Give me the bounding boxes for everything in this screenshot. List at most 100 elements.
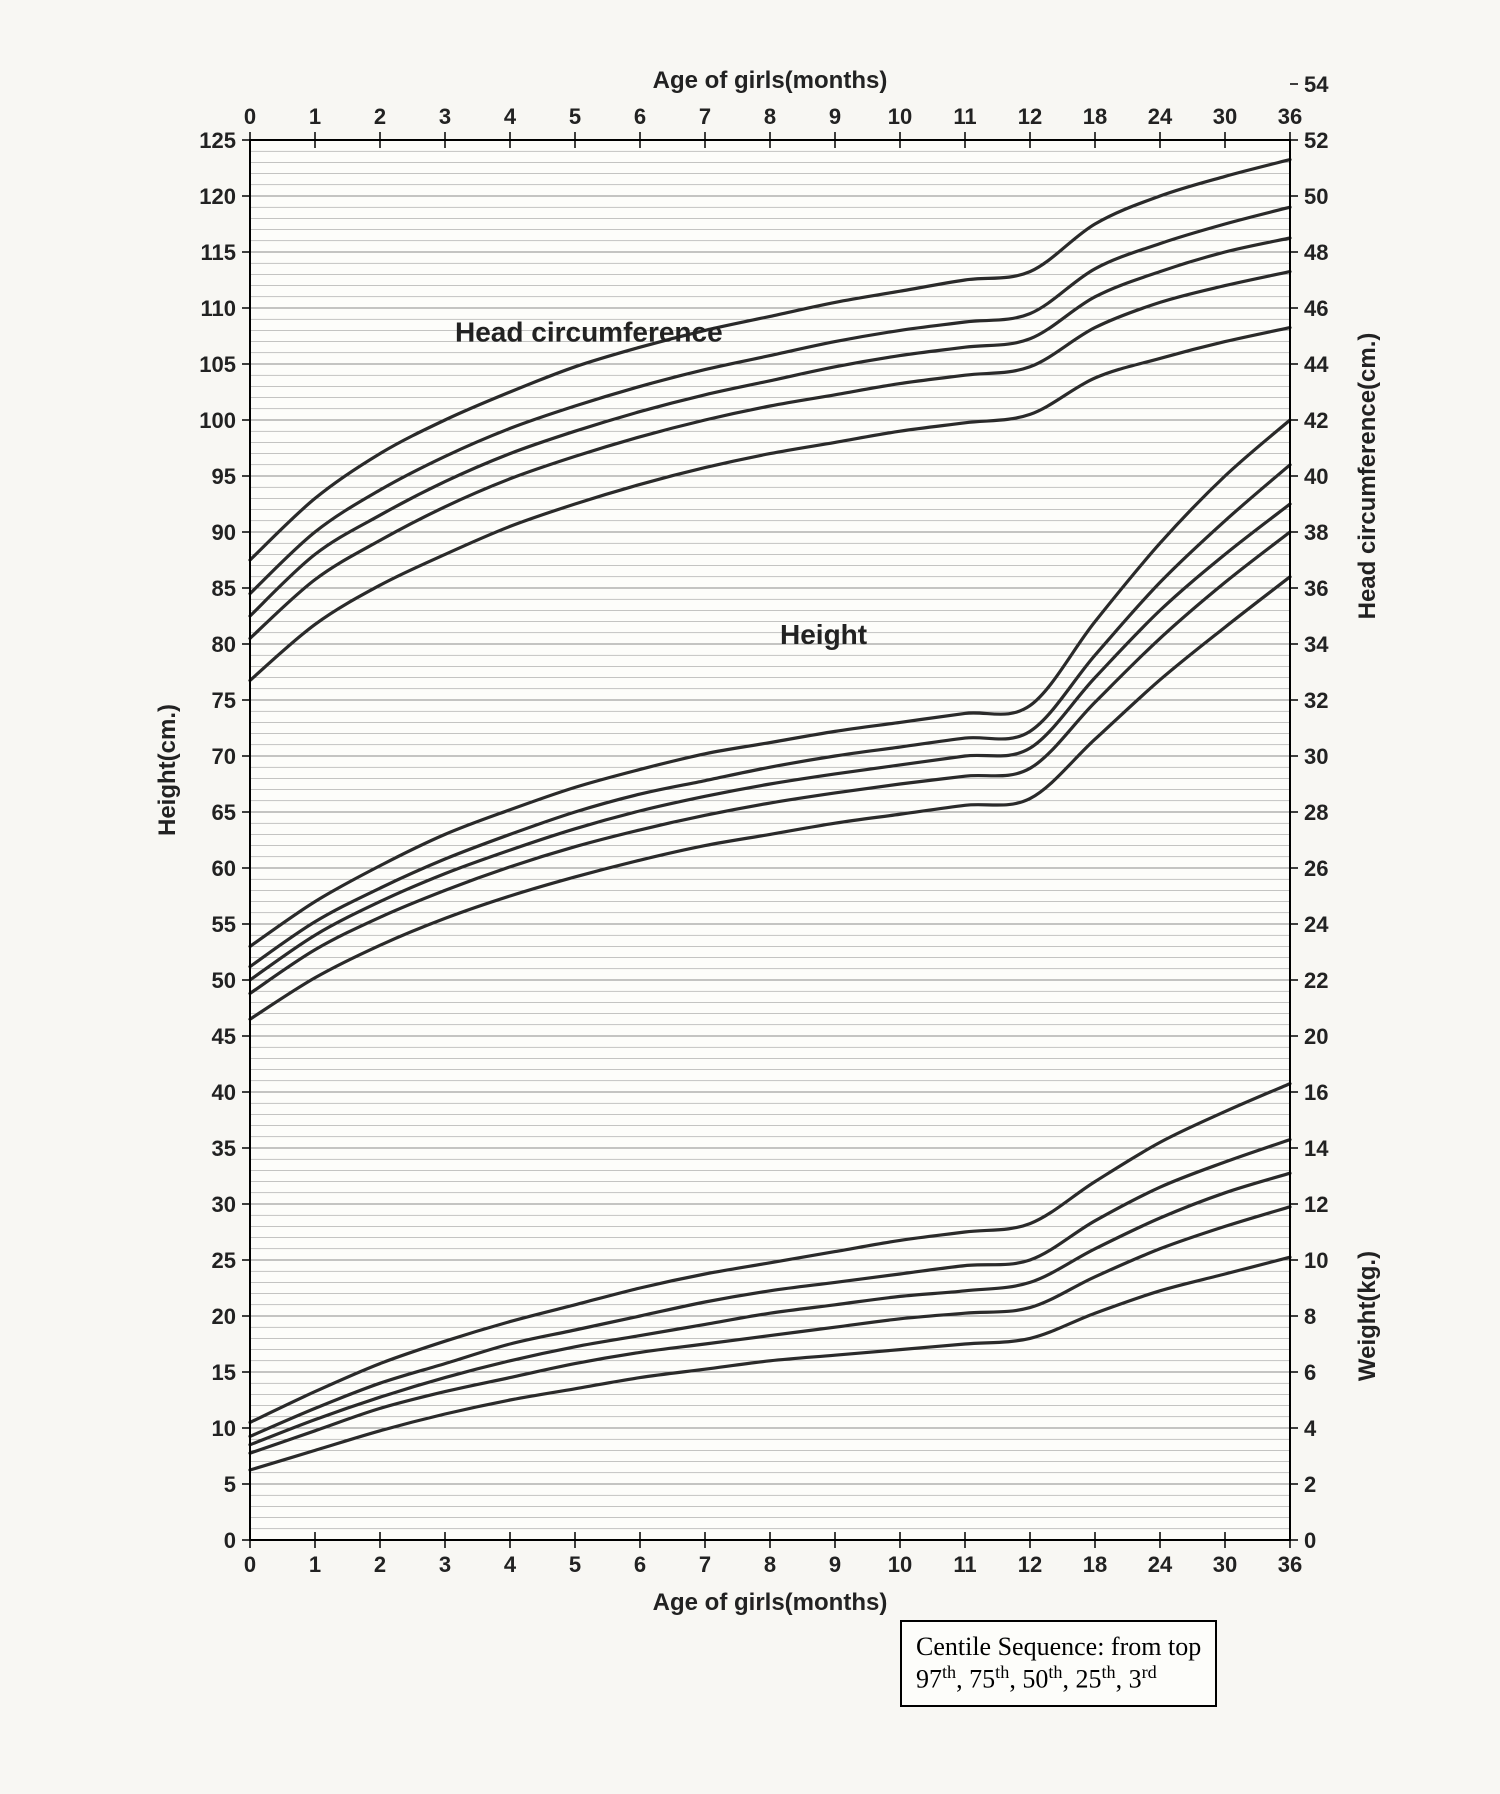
y-left-tick-label: 20 bbox=[212, 1304, 236, 1329]
y-right-top-axis-title: Head circumference(cm.) bbox=[1354, 333, 1381, 620]
y-right-top-tick-label: 26 bbox=[1304, 856, 1328, 881]
x-tick-label-top: 1 bbox=[309, 104, 321, 129]
x-tick-label-bottom: 0 bbox=[244, 1552, 256, 1577]
y-right-top-tick-label: 36 bbox=[1304, 576, 1328, 601]
y-right-top-tick-label: 34 bbox=[1304, 632, 1329, 657]
y-left-tick-label: 35 bbox=[212, 1136, 236, 1161]
y-left-tick-label: 5 bbox=[224, 1472, 236, 1497]
y-left-tick-label: 0 bbox=[224, 1528, 236, 1553]
x-tick-label-top: 4 bbox=[504, 104, 517, 129]
x-tick-label-bottom: 1 bbox=[309, 1552, 321, 1577]
y-left-tick-label: 50 bbox=[212, 968, 236, 993]
x-tick-label-bottom: 4 bbox=[504, 1552, 517, 1577]
y-right-top-tick-label: 28 bbox=[1304, 800, 1328, 825]
x-tick-label-bottom: 8 bbox=[764, 1552, 776, 1577]
plot-area bbox=[250, 140, 1290, 1540]
y-left-tick-label: 15 bbox=[212, 1360, 236, 1385]
x-tick-label-bottom: 11 bbox=[953, 1552, 976, 1577]
y-left-tick-label: 115 bbox=[201, 240, 237, 265]
y-right-bottom-axis-title: Weight(kg.) bbox=[1354, 1251, 1381, 1381]
hc-label: Head circumference bbox=[455, 317, 723, 348]
x-tick-label-top: 5 bbox=[569, 104, 581, 129]
x-tick-label-bottom: 2 bbox=[374, 1552, 386, 1577]
y-left-tick-label: 30 bbox=[212, 1192, 236, 1217]
y-left-tick-label: 60 bbox=[212, 856, 236, 881]
y-right-bottom-tick-label: 2 bbox=[1304, 1472, 1316, 1497]
y-right-top-tick-label: 30 bbox=[1304, 744, 1328, 769]
y-left-tick-label: 85 bbox=[212, 576, 236, 601]
y-right-top-tick-label: 38 bbox=[1304, 520, 1328, 545]
y-left-tick-label: 120 bbox=[199, 184, 236, 209]
x-tick-label-top: 36 bbox=[1278, 104, 1302, 129]
y-right-bottom-tick-label: 14 bbox=[1304, 1136, 1329, 1161]
y-left-tick-label: 70 bbox=[212, 744, 236, 769]
y-right-bottom-tick-label: 16 bbox=[1304, 1080, 1328, 1105]
legend-line1: Centile Sequence: from top bbox=[916, 1632, 1201, 1662]
x-tick-label-top: 2 bbox=[374, 104, 386, 129]
y-left-tick-label: 55 bbox=[212, 912, 236, 937]
x-tick-label-top: 7 bbox=[699, 104, 711, 129]
x-tick-label-bottom: 5 bbox=[569, 1552, 581, 1577]
y-right-top-tick-label: 48 bbox=[1304, 240, 1328, 265]
x-tick-label-top: 12 bbox=[1018, 104, 1042, 129]
legend-line2: 97th, 75th, 50th, 25th, 3rd bbox=[916, 1662, 1201, 1695]
x-tick-label-top: 8 bbox=[764, 104, 776, 129]
x-tick-label-top: 24 bbox=[1148, 104, 1173, 129]
y-left-tick-label: 105 bbox=[199, 352, 236, 377]
y-left-tick-label: 100 bbox=[199, 408, 236, 433]
x-tick-label-bottom: 30 bbox=[1213, 1552, 1237, 1577]
growth-chart: 0011223344556677889910101111121218182424… bbox=[0, 0, 1500, 1794]
y-right-bottom-tick-label: 4 bbox=[1304, 1416, 1317, 1441]
y-left-tick-label: 45 bbox=[212, 1024, 236, 1049]
y-left-tick-label: 65 bbox=[212, 800, 236, 825]
y-left-tick-label: 40 bbox=[212, 1080, 236, 1105]
y-right-bottom-tick-label: 12 bbox=[1304, 1192, 1328, 1217]
y-right-top-tick-label: 20 bbox=[1304, 1024, 1328, 1049]
y-right-top-tick-label: 46 bbox=[1304, 296, 1328, 321]
y-right-top-tick-label: 32 bbox=[1304, 688, 1328, 713]
legend-box: Centile Sequence: from top97th, 75th, 50… bbox=[900, 1620, 1217, 1707]
x-tick-label-top: 30 bbox=[1213, 104, 1237, 129]
y-right-top-tick-label: 54 bbox=[1304, 72, 1329, 97]
y-right-top-tick-label: 52 bbox=[1304, 128, 1328, 153]
y-left-axis-title: Height(cm.) bbox=[154, 704, 181, 836]
x-axis-title-bottom: Age of girls(months) bbox=[653, 1589, 888, 1616]
x-tick-label-top: 9 bbox=[829, 104, 841, 129]
x-tick-label-bottom: 18 bbox=[1083, 1552, 1107, 1577]
x-axis-title-top: Age of girls(months) bbox=[653, 67, 888, 94]
y-right-top-tick-label: 24 bbox=[1304, 912, 1329, 937]
y-left-tick-label: 95 bbox=[212, 464, 236, 489]
height-label: Height bbox=[780, 619, 867, 650]
x-tick-label-top: 3 bbox=[439, 104, 451, 129]
y-left-tick-label: 10 bbox=[212, 1416, 236, 1441]
y-right-top-tick-label: 42 bbox=[1304, 408, 1328, 433]
page: 0011223344556677889910101111121218182424… bbox=[0, 0, 1500, 1789]
x-tick-label-bottom: 12 bbox=[1018, 1552, 1042, 1577]
y-left-tick-label: 75 bbox=[212, 688, 236, 713]
x-tick-label-bottom: 36 bbox=[1278, 1552, 1302, 1577]
y-left-tick-label: 90 bbox=[212, 520, 236, 545]
y-left-tick-label: 25 bbox=[212, 1248, 236, 1273]
y-right-bottom-tick-label: 6 bbox=[1304, 1360, 1316, 1385]
x-tick-label-top: 10 bbox=[888, 104, 912, 129]
y-right-top-tick-label: 22 bbox=[1304, 968, 1328, 993]
y-left-tick-label: 80 bbox=[212, 632, 236, 657]
y-right-bottom-tick-label: 10 bbox=[1304, 1248, 1328, 1273]
y-right-bottom-tick-label: 8 bbox=[1304, 1304, 1316, 1329]
x-tick-label-bottom: 9 bbox=[829, 1552, 841, 1577]
x-tick-label-bottom: 3 bbox=[439, 1552, 451, 1577]
x-tick-label-bottom: 10 bbox=[888, 1552, 912, 1577]
x-tick-label-top: 6 bbox=[634, 104, 646, 129]
x-tick-label-top: 0 bbox=[244, 104, 256, 129]
y-right-top-tick-label: 40 bbox=[1304, 464, 1328, 489]
x-tick-label-bottom: 7 bbox=[699, 1552, 711, 1577]
y-left-tick-label: 110 bbox=[201, 296, 237, 321]
x-tick-label-bottom: 6 bbox=[634, 1552, 646, 1577]
x-tick-label-top: 18 bbox=[1083, 104, 1107, 129]
y-right-bottom-tick-label: 0 bbox=[1304, 1528, 1316, 1553]
y-right-top-tick-label: 50 bbox=[1304, 184, 1328, 209]
x-tick-label-top: 11 bbox=[953, 104, 976, 129]
y-right-top-tick-label: 44 bbox=[1304, 352, 1329, 377]
x-tick-label-bottom: 24 bbox=[1148, 1552, 1173, 1577]
y-left-tick-label: 125 bbox=[199, 128, 236, 153]
